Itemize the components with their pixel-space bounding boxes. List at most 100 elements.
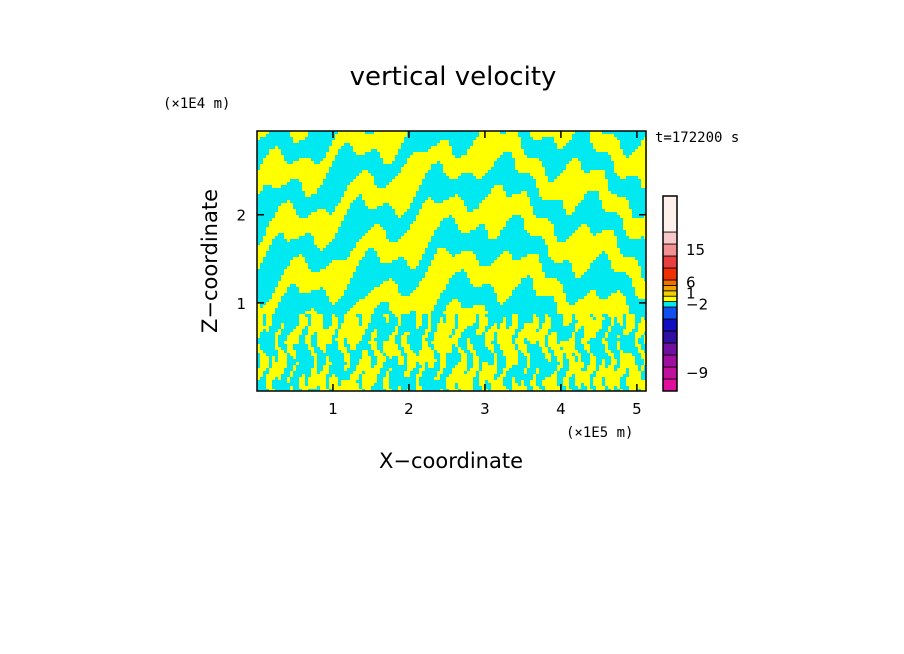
field-band (401, 344, 410, 347)
field-band (626, 272, 641, 275)
field-band (611, 158, 647, 161)
colorbar-label: 15 (686, 241, 705, 259)
field-band (416, 311, 431, 314)
field-band (347, 338, 362, 341)
field-band (629, 389, 638, 391)
colorbar-bin (662, 366, 678, 380)
field-band (332, 314, 335, 317)
field-band (512, 320, 518, 323)
field-band (497, 377, 503, 380)
field-band (521, 191, 527, 194)
field-band (539, 344, 545, 347)
field-band (320, 347, 326, 350)
field-band (371, 290, 398, 293)
field-band (269, 389, 275, 391)
field-band (422, 338, 425, 341)
field-band (482, 368, 497, 371)
field-band (299, 380, 305, 383)
field-band (398, 389, 401, 391)
field-band (293, 356, 296, 359)
field-band (425, 275, 452, 278)
field-band (404, 257, 422, 260)
field-band (473, 305, 485, 308)
field-band (452, 368, 467, 371)
field-band (314, 239, 332, 242)
field-band (374, 353, 383, 356)
field-band (326, 359, 329, 362)
field-band (362, 194, 416, 197)
field-band (446, 386, 455, 389)
colorbar-bin (662, 378, 678, 392)
field-band (578, 227, 590, 230)
field-band (623, 329, 632, 332)
field-band (599, 194, 617, 197)
field-band (611, 260, 638, 263)
field-band (641, 365, 644, 368)
field-band (611, 266, 641, 269)
field-band (257, 251, 266, 254)
field-band (599, 365, 605, 368)
field-band (557, 176, 605, 179)
field-band (359, 173, 371, 176)
field-band (440, 161, 494, 164)
field-band (395, 329, 398, 332)
field-band (299, 317, 308, 320)
field-band (266, 329, 269, 332)
field-band (386, 371, 389, 374)
field-band (392, 206, 410, 209)
field-band (404, 233, 434, 236)
colorbar-bin (662, 284, 678, 292)
field-band (389, 335, 395, 338)
field-band (455, 221, 506, 224)
field-band (542, 236, 557, 239)
field-band (416, 287, 446, 290)
x-tick-label: 1 (328, 400, 338, 418)
field-band (323, 368, 329, 371)
field-band (308, 380, 326, 383)
field-band (404, 164, 431, 167)
field-band (617, 212, 632, 215)
field-band (278, 329, 281, 332)
field-band (362, 353, 368, 356)
field-band (641, 182, 647, 185)
field-band (590, 353, 593, 356)
field-band (263, 305, 278, 308)
field-band (287, 335, 299, 338)
field-band (416, 323, 422, 326)
field-band (419, 368, 425, 371)
field-band (383, 161, 392, 164)
field-band (575, 329, 578, 332)
field-band (494, 362, 497, 365)
field-band (575, 383, 581, 386)
field-band (566, 353, 572, 356)
field-band (452, 215, 512, 218)
field-band (290, 332, 302, 335)
field-band (575, 377, 590, 380)
field-band (479, 377, 494, 380)
field-band (263, 161, 287, 164)
field-band (566, 389, 572, 391)
field-band (533, 284, 563, 287)
field-band (284, 236, 299, 239)
field-band (335, 209, 347, 212)
field-band (590, 134, 614, 137)
field-band (515, 158, 539, 161)
field-band (278, 359, 287, 362)
field-band (539, 329, 548, 332)
field-band (317, 332, 335, 335)
field-band (347, 188, 419, 191)
field-band (353, 149, 371, 152)
field-band (608, 296, 626, 299)
field-band (611, 389, 614, 391)
field-band (566, 167, 581, 170)
field-band (383, 344, 398, 347)
field-band (275, 332, 281, 335)
field-band (437, 143, 449, 146)
field-band (623, 224, 647, 227)
field-band (608, 257, 635, 260)
field-band (593, 314, 602, 317)
field-band (260, 359, 269, 362)
field-band (479, 371, 497, 374)
field-band (545, 320, 551, 323)
field-band (293, 368, 296, 371)
